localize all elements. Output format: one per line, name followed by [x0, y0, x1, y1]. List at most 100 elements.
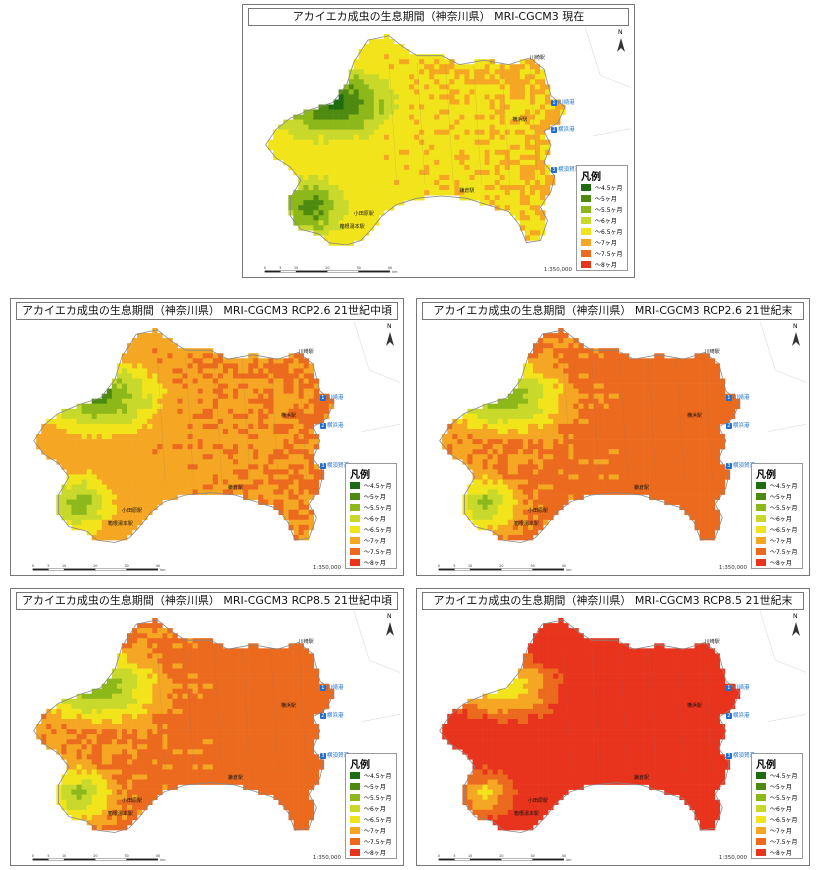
- grid-cell: [243, 464, 249, 470]
- grid-cell: [368, 39, 375, 45]
- grid-cell: [583, 353, 589, 359]
- grid-cell: [368, 54, 375, 60]
- grid-cell: [499, 79, 506, 85]
- grid-cell: [348, 180, 355, 186]
- grid-cell: [167, 338, 173, 344]
- grid-cell: [699, 353, 705, 359]
- grid-cell: [583, 459, 589, 465]
- grid-cell: [469, 84, 475, 90]
- grid-cell: [378, 149, 385, 156]
- grid-cell: [86, 474, 93, 480]
- municipal-boundary: [157, 356, 166, 482]
- grid-cell: [449, 74, 455, 80]
- grid-cell: [111, 378, 118, 384]
- grid-cell: [649, 418, 655, 425]
- grid-cell: [81, 413, 87, 420]
- grid-cell: [459, 139, 465, 146]
- grid-cell: [313, 220, 319, 226]
- grid-cell: [91, 524, 98, 531]
- grid-cell: [684, 469, 690, 475]
- grid-cell: [507, 514, 514, 521]
- grid-cell: [383, 39, 390, 45]
- grid-cell: [152, 479, 158, 485]
- grid-cell: [558, 464, 564, 470]
- grid-cell: [524, 99, 531, 105]
- grid-cell: [71, 454, 77, 460]
- grid-cell: [654, 464, 660, 470]
- grid-cell: [502, 434, 509, 440]
- grid-cell: [111, 383, 118, 389]
- grid-cell: [318, 109, 324, 115]
- grid-cell: [323, 185, 329, 191]
- grid-cell: [328, 134, 334, 141]
- grid-cell: [399, 185, 405, 191]
- grid-cell: [598, 479, 604, 485]
- grid-cell: [111, 403, 118, 410]
- grid-cell: [524, 74, 531, 80]
- grid-cell: [464, 149, 470, 156]
- grid-cell: [494, 114, 501, 120]
- grid-cell: [548, 444, 554, 450]
- grid-cell: [268, 439, 274, 445]
- grid-cell: [152, 388, 158, 394]
- grid-cell: [613, 418, 620, 425]
- grid-cell: [454, 104, 460, 110]
- grid-cell: [202, 444, 209, 450]
- grid-cell: [363, 225, 370, 231]
- grid-cell: [243, 413, 249, 420]
- grid-cell: [127, 474, 133, 480]
- grid-cell: [457, 454, 463, 460]
- grid-cell: [623, 353, 630, 359]
- grid-cell: [449, 159, 455, 166]
- grid-cell: [555, 104, 561, 110]
- grid-cell: [674, 484, 680, 490]
- grid-cell: [634, 373, 640, 379]
- grid-cell: [388, 139, 395, 146]
- grid-cell: [522, 494, 529, 500]
- grid-cell: [243, 358, 249, 364]
- grid-cell: [644, 444, 650, 450]
- grid-cell: [132, 474, 138, 480]
- scale-segment: [501, 568, 533, 571]
- grid-cell: [101, 519, 108, 526]
- grid-cell: [568, 423, 574, 430]
- grid-cell: [563, 469, 569, 475]
- grid-cell: [323, 215, 329, 221]
- grid-cell: [409, 54, 415, 60]
- grid-cell: [91, 499, 98, 505]
- grid-cell: [704, 484, 710, 490]
- grid-cell: [111, 504, 118, 511]
- grid-cell: [664, 363, 670, 369]
- grid-cell: [358, 149, 365, 156]
- grid-cell: [298, 215, 304, 221]
- grid-cell: [404, 144, 410, 151]
- grid-cell: [293, 363, 299, 369]
- grid-cell: [533, 499, 539, 505]
- grid-cell: [91, 519, 98, 526]
- grid-cell: [519, 180, 526, 186]
- grid-cell: [308, 519, 315, 526]
- grid-cell: [142, 444, 148, 450]
- grid-cell: [268, 403, 274, 410]
- grid-cell: [603, 353, 610, 359]
- grid-cell: [548, 449, 554, 455]
- grid-cell: [263, 439, 269, 445]
- grid-cell: [91, 423, 98, 430]
- grid-cell: [709, 474, 716, 480]
- grid-cell: [96, 464, 103, 470]
- grid-cell: [66, 459, 72, 465]
- grid-cell: [534, 79, 541, 85]
- grid-cell: [553, 418, 559, 425]
- grid-cell: [66, 434, 72, 440]
- grid-cell: [313, 185, 319, 191]
- grid-cell: [608, 408, 615, 415]
- grid-cell: [563, 348, 569, 354]
- grid-cell: [628, 459, 635, 465]
- legend: 凡例 ～4.5ヶ月 ～5ヶ月 ～5.5ヶ月 ～6ヶ月 ～6.5ヶ月 ～7ヶ月 ～7.5ヶ月 ～8…: [576, 165, 628, 271]
- grid-cell: [654, 494, 660, 500]
- grid-cell: [293, 129, 299, 136]
- grid-cell: [543, 413, 549, 420]
- grid-cell: [618, 388, 625, 394]
- grid-cell: [298, 509, 304, 516]
- grid-cell: [487, 494, 493, 500]
